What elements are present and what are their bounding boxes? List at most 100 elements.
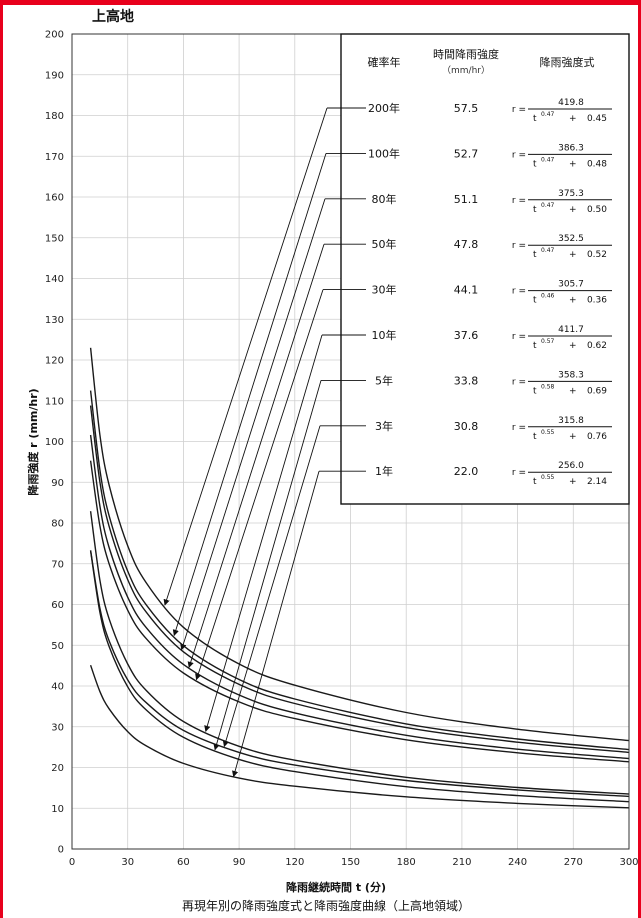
eq-constant: 0.62 [587,341,607,351]
eq-constant: 0.50 [587,205,607,215]
series-line [89,550,630,803]
row-period: 10年 [372,328,397,342]
row-period: 3年 [375,419,393,433]
table-row: 50年 47.8 r = 352.5 t 0.47 +0.52 [372,234,612,260]
eq-exponent: 0.55 [541,474,555,481]
eq-base: t [533,159,537,169]
row-hourly: 57.5 [454,102,479,115]
eq-numerator: 419.8 [558,98,584,108]
x-tick-label: 90 [233,857,246,868]
table-row: 100年 52.7 r = 386.3 t 0.47 +0.48 [368,143,612,169]
eq-constant: 0.76 [587,432,607,442]
formula-table: 確率年 時間降雨強度 （mm/hr） 降雨強度式 200年 57.5 r = 419.… [340,33,630,505]
eq-exponent: 0.47 [541,247,555,254]
y-tick-label: 190 [45,70,64,81]
table-rows: 200年 57.5 r = 419.8 t 0.47 +0.45 100年 52.7 r = 386… [368,98,612,487]
series-line [89,434,630,760]
curves [89,347,630,809]
y-tick-label: 200 [45,30,64,41]
formula-table-box [340,33,630,505]
table-header-formula: 降雨強度式 [540,55,595,69]
leader-arrow [204,334,323,733]
eq-plus: + [569,296,577,306]
eq-constant: 0.69 [587,386,607,396]
table-header-hourly-unit: （mm/hr） [442,65,490,76]
eq-exponent: 0.47 [541,111,555,118]
y-tick-label: 140 [45,274,64,285]
row-period: 100年 [368,146,400,160]
table-row: 200年 57.5 r = 419.8 t 0.47 +0.45 [368,98,612,124]
table-row: 3年 30.8 r = 315.8 t 0.55 +0.76 [375,416,612,442]
eq-numerator: 256.0 [558,461,584,471]
eq-prefix: r = [512,105,526,115]
series-line [89,405,630,754]
y-tick-label: 150 [45,233,64,244]
leader-arrow [163,107,328,606]
y-axis-title: 降雨強度 r (mm/hr) [26,388,40,495]
y-tick-label: 100 [45,437,64,448]
leader-arrow [172,153,327,637]
series-line [89,550,630,798]
leader-arrow [222,425,321,748]
eq-prefix: r = [512,468,526,478]
leader-arrow [195,289,324,681]
x-tick-label: 180 [397,857,416,868]
eq-numerator: 305.7 [558,280,584,290]
eq-numerator: 358.3 [558,370,584,380]
x-tick-label: 0 [69,857,75,868]
eq-base: t [533,341,537,351]
eq-exponent: 0.46 [541,293,555,300]
leader-arrow [180,198,326,651]
leader-arrows [163,107,366,778]
eq-base: t [533,250,537,260]
x-tick-label: 120 [285,857,304,868]
eq-prefix: r = [512,423,526,433]
y-tick-label: 80 [51,519,64,530]
x-tick-label: 30 [121,857,134,868]
eq-plus: + [569,114,577,124]
table-header-period: 確率年 [368,55,401,69]
eq-plus: + [569,250,577,260]
eq-numerator: 375.3 [558,189,584,199]
series-line [89,460,630,763]
leader-arrow [232,471,320,778]
x-tick-label: 270 [564,857,583,868]
row-period: 1年 [375,464,393,478]
row-period: 30年 [372,283,397,297]
eq-plus: + [569,432,577,442]
row-hourly: 30.8 [454,420,479,433]
x-tick-label: 150 [341,857,360,868]
x-tick-labels: 0 30 60 90 120 150 180 210 240 270 300 [69,857,639,868]
row-hourly: 51.1 [454,193,479,206]
eq-plus: + [569,477,577,487]
eq-constant: 2.14 [587,477,607,487]
y-tick-label: 160 [45,193,64,204]
x-tick-label: 240 [508,857,527,868]
eq-prefix: r = [512,196,526,206]
eq-plus: + [569,386,577,396]
eq-prefix: r = [512,150,526,160]
eq-constant: 0.52 [587,250,607,260]
eq-plus: + [569,205,577,215]
x-tick-label: 60 [177,857,190,868]
eq-base: t [533,296,537,306]
eq-numerator: 315.8 [558,416,584,426]
eq-base: t [533,114,537,124]
y-tick-label: 180 [45,111,64,122]
eq-numerator: 352.5 [558,234,584,244]
chart-title: 上高地 [92,8,134,25]
x-axis-title: 降雨継続時間 t (分) [286,880,386,894]
eq-exponent: 0.58 [541,383,555,390]
x-tick-label: 210 [452,857,471,868]
row-hourly: 44.1 [454,284,479,297]
leader-arrow [187,244,325,669]
row-period: 200年 [368,101,400,115]
eq-constant: 0.45 [587,114,607,124]
row-period: 50年 [372,237,397,251]
eq-prefix: r = [512,332,526,342]
y-tick-label: 60 [51,600,64,611]
y-tick-label: 20 [51,763,64,774]
eq-plus: + [569,341,577,351]
y-tick-label: 90 [51,478,64,489]
